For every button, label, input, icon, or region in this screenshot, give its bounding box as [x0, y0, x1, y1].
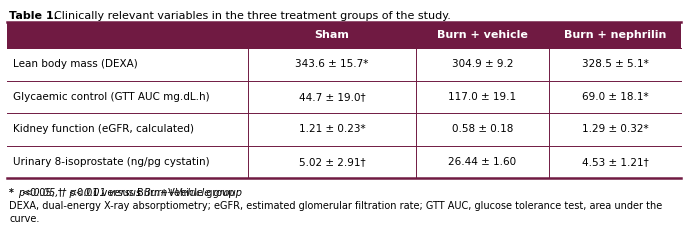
- Text: 5.02 ± 2.91†: 5.02 ± 2.91†: [299, 157, 365, 167]
- Text: *  p<0.05, † p<0.01 versus Burn+Vehicle group: * p<0.05, † p<0.01 versus Burn+Vehicle g…: [9, 188, 242, 198]
- Text: 4.53 ± 1.21†: 4.53 ± 1.21†: [581, 157, 648, 167]
- Text: 69.0 ± 18.1*: 69.0 ± 18.1*: [581, 92, 648, 102]
- Text: 44.7 ± 19.0†: 44.7 ± 19.0†: [299, 92, 365, 102]
- Text: Urinary 8-isoprostate (ng/pg cystatin): Urinary 8-isoprostate (ng/pg cystatin): [13, 157, 210, 167]
- Text: Kidney function (eGFR, calculated): Kidney function (eGFR, calculated): [13, 124, 194, 134]
- Bar: [7, 80, 681, 113]
- Text: *   <0.05, †  <0.01 versus Burn+Vehicle group: * <0.05, † <0.01 versus Burn+Vehicle gro…: [9, 188, 235, 198]
- Text: *: *: [9, 188, 17, 198]
- Text: 1.21 ± 0.23*: 1.21 ± 0.23*: [299, 124, 365, 134]
- Bar: [7, 22, 681, 48]
- Text: Lean body mass (DEXA): Lean body mass (DEXA): [13, 59, 138, 69]
- Text: DEXA, dual-energy X-ray absorptiometry; eGFR, estimated glomerular filtration ra: DEXA, dual-energy X-ray absorptiometry; …: [9, 201, 663, 211]
- Bar: [7, 145, 681, 178]
- Text: Burn + vehicle: Burn + vehicle: [437, 30, 528, 40]
- Text: 328.5 ± 5.1*: 328.5 ± 5.1*: [581, 59, 648, 69]
- Text: 1.29 ± 0.32*: 1.29 ± 0.32*: [581, 124, 648, 134]
- Bar: [7, 48, 681, 80]
- Text: 26.44 ± 1.60: 26.44 ± 1.60: [449, 157, 517, 167]
- Bar: [7, 113, 681, 145]
- Text: Clinically relevant variables in the three treatment groups of the study.: Clinically relevant variables in the thr…: [47, 11, 451, 21]
- Text: Glycaemic control (GTT AUC mg.dL.h): Glycaemic control (GTT AUC mg.dL.h): [13, 92, 210, 102]
- Text: Table 1.: Table 1.: [9, 11, 58, 21]
- Text: 343.6 ± 15.7*: 343.6 ± 15.7*: [295, 59, 369, 69]
- Text: 304.9 ± 9.2: 304.9 ± 9.2: [452, 59, 513, 69]
- Text: Burn + nephrilin: Burn + nephrilin: [563, 30, 666, 40]
- Text: 0.58 ± 0.18: 0.58 ± 0.18: [452, 124, 513, 134]
- Text: *   <0.05, †  <0.01 versus Burn+Vehicle group: * <0.05, † <0.01 versus Burn+Vehicle gro…: [9, 188, 235, 198]
- Text: 117.0 ± 19.1: 117.0 ± 19.1: [449, 92, 517, 102]
- Text: Sham: Sham: [314, 30, 350, 40]
- Text: curve.: curve.: [9, 214, 39, 224]
